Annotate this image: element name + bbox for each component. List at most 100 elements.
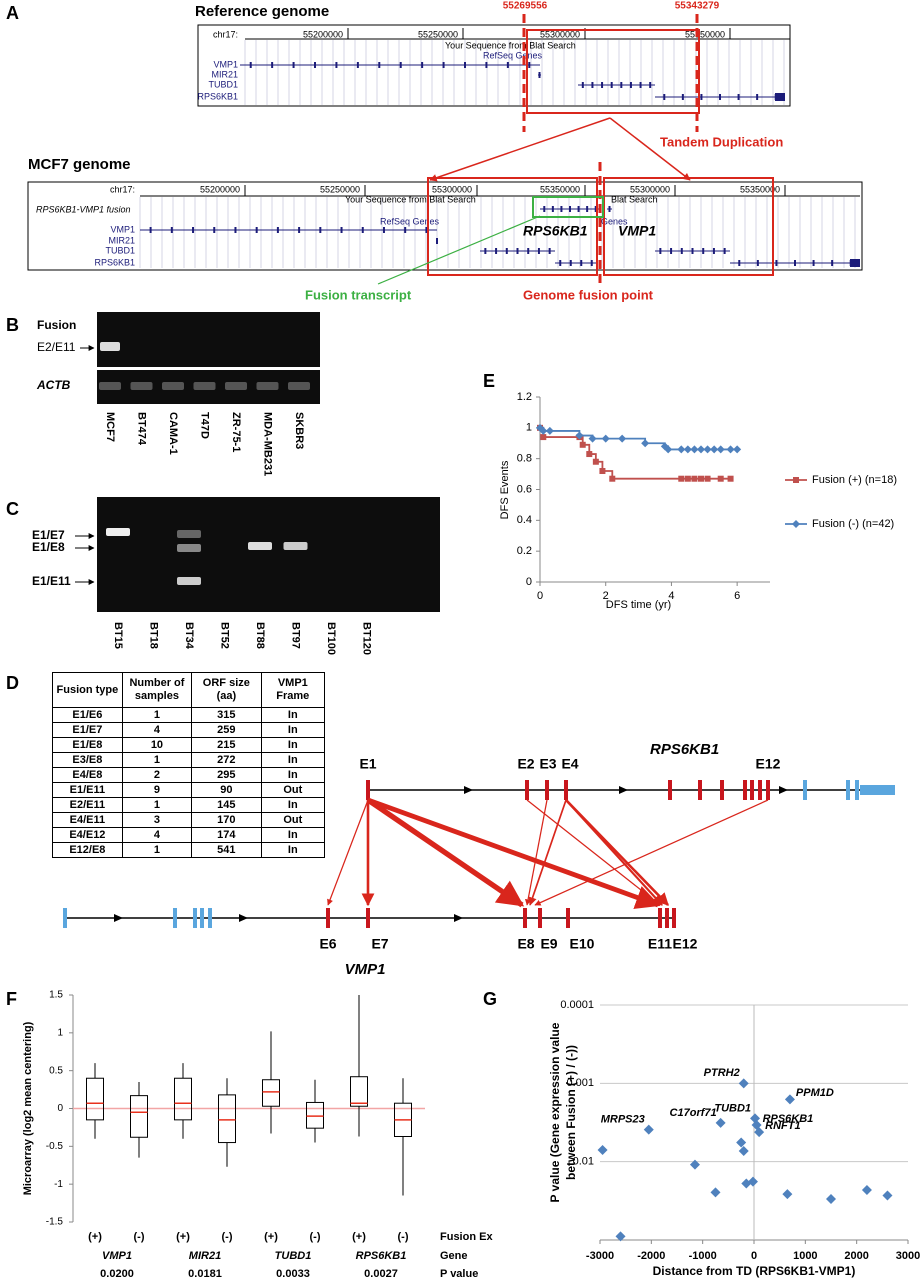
table-cell: 4 [121, 827, 193, 843]
scatter-point [784, 1094, 795, 1105]
table-cell: 170 [191, 812, 262, 828]
y-tick-label: 0.01 [573, 1156, 594, 1168]
scatter-point [689, 1159, 700, 1170]
exon [712, 248, 715, 254]
exon [758, 780, 762, 800]
km-line [540, 426, 731, 480]
exon [255, 227, 258, 233]
exon [569, 206, 571, 212]
exon [564, 780, 568, 800]
table-row: E1/E11 9 90 Out [52, 782, 326, 798]
exon [356, 62, 359, 68]
gel-band [177, 544, 201, 552]
panel-label: D [6, 673, 19, 693]
exon [719, 94, 721, 100]
fusion-arrow [534, 799, 769, 906]
x-tick-label: 0 [537, 590, 543, 602]
table-cell: 215 [191, 737, 262, 753]
gene-label: MIR21 [189, 1250, 221, 1262]
x-tick-label: -1000 [689, 1250, 717, 1262]
gel-band [248, 542, 272, 550]
fusion-arrow [528, 799, 567, 906]
exon [672, 908, 676, 928]
gel-row-label: Fusion [37, 318, 76, 332]
exon [581, 82, 584, 88]
exon [766, 780, 770, 800]
fusion-arrow [526, 799, 661, 906]
gel-row-label: E2/E11 [37, 340, 76, 354]
exon [665, 908, 669, 928]
panel-label: E [483, 371, 495, 391]
lane-label: BT18 [148, 622, 160, 649]
p-value-label: 0.0027 [364, 1268, 398, 1280]
fusion-pointer [377, 215, 541, 285]
table-cell: E1/E11 [52, 782, 123, 798]
track-label: RPS6KB1 [94, 257, 135, 267]
km-marker [698, 475, 704, 482]
table-cell: 145 [191, 797, 262, 813]
region-box [427, 177, 598, 276]
x-tick-label: 6 [734, 590, 740, 602]
table-row: E1/E7 4 259 In [52, 722, 326, 738]
box [130, 1095, 148, 1138]
ruler-label: 55200000 [303, 29, 343, 39]
exon [803, 780, 807, 800]
exon [756, 260, 759, 266]
scatter-point [882, 1190, 893, 1201]
exon [738, 260, 741, 266]
y-tick-label: 1.5 [49, 990, 63, 1001]
km-marker [683, 445, 692, 454]
exon-label: E10 [570, 936, 595, 952]
point-label: C17orf71 [670, 1107, 717, 1119]
exon [670, 248, 673, 254]
exon [559, 260, 562, 266]
gel [97, 497, 440, 612]
ruler-label: 55200000 [200, 184, 240, 194]
km-marker [664, 445, 673, 454]
exon [314, 62, 316, 68]
lane-label: BT100 [325, 622, 337, 655]
y-tick-label: 0.2 [517, 545, 532, 557]
km-marker [677, 445, 686, 454]
region-box [603, 177, 774, 276]
exon [601, 82, 604, 88]
exon [756, 94, 759, 100]
table-cell: 541 [191, 842, 262, 858]
table-row: E4/E11 3 170 Out [52, 812, 326, 828]
km-marker [641, 439, 650, 448]
scatter-point [597, 1145, 608, 1156]
exon [382, 227, 385, 233]
exon [543, 206, 546, 212]
exon-label: E3 [539, 756, 556, 772]
exon [569, 260, 572, 266]
exon [234, 227, 237, 233]
scatter-point [754, 1127, 765, 1138]
exon-label: E9 [540, 936, 557, 952]
x-tick-label: (-) [310, 1231, 321, 1243]
exon [551, 206, 554, 212]
table-row: E2/E11 1 145 In [52, 797, 326, 813]
exon [538, 908, 542, 928]
direction-arrow [619, 786, 628, 794]
km-marker [601, 434, 610, 443]
table-cell: 1 [121, 707, 193, 723]
gel-band [177, 530, 201, 538]
x-tick-label: (+) [352, 1231, 366, 1243]
fusion-box [532, 196, 604, 218]
table-cell: E1/E6 [52, 707, 123, 723]
exon [548, 248, 551, 254]
exon [545, 780, 549, 800]
km-marker [618, 434, 627, 443]
table-cell: E4/E12 [52, 827, 123, 843]
gel-band [99, 382, 121, 390]
exon [590, 260, 593, 266]
exon [505, 248, 508, 254]
exon [366, 780, 370, 800]
chr-label: chr17: [110, 184, 135, 194]
fusion-arrow [366, 797, 525, 908]
km-marker [678, 475, 685, 482]
table-cell: 259 [191, 722, 262, 738]
scatter-point [738, 1145, 749, 1156]
refseq-label: RefSeq Genes [483, 50, 543, 60]
km-marker [691, 475, 698, 482]
